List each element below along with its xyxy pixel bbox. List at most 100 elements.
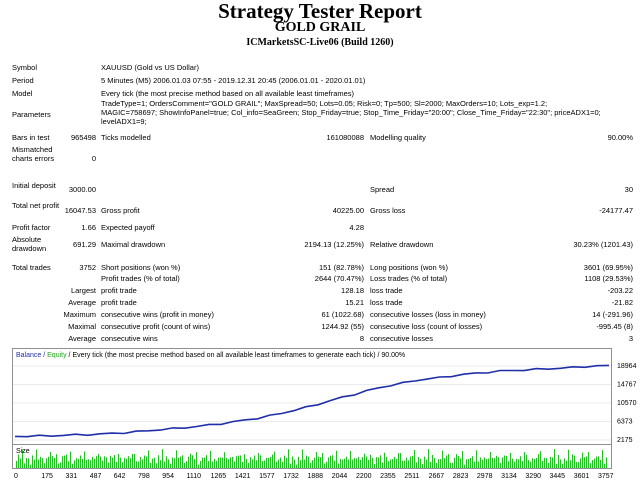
- volume-bar: [454, 457, 455, 468]
- volume-bar: [350, 450, 351, 468]
- volume-bar: [452, 462, 453, 468]
- volume-bar: [430, 461, 431, 468]
- maximal-drawdown-value: 2194.13 (12.25%): [304, 240, 364, 249]
- spread-value: 30: [624, 185, 633, 194]
- volume-bar: [198, 464, 199, 468]
- x-tick-label: 1732: [283, 473, 299, 480]
- volume-bar: [436, 463, 437, 468]
- volume-bar: [366, 456, 367, 468]
- volume-bar: [188, 456, 189, 468]
- total-trades-value: 3752: [79, 263, 96, 272]
- volume-bar: [438, 459, 439, 468]
- volume-bar: [390, 459, 391, 468]
- period-value: 5 Minutes (M5) 2006.01.03 07:55 - 2019.1…: [101, 76, 366, 85]
- volume-bar: [64, 455, 65, 468]
- mismatch-label: Mismatched charts errors: [12, 145, 55, 163]
- x-tick-label: 798: [138, 473, 150, 480]
- volume-bar: [334, 460, 335, 468]
- volume-bar: [200, 460, 201, 468]
- volume-bar: [206, 455, 207, 468]
- average-consecutive-label: Average: [68, 334, 96, 343]
- volume-bar: [90, 460, 91, 468]
- volume-bar: [420, 458, 421, 468]
- volume-bar: [586, 456, 587, 468]
- volume-bar: [326, 461, 327, 468]
- volume-bar: [160, 460, 161, 468]
- volume-bar: [506, 455, 507, 468]
- volume-bar: [134, 453, 135, 468]
- volume-bar: [556, 463, 557, 468]
- volume-bar: [418, 456, 419, 468]
- volume-bar: [42, 458, 43, 468]
- volume-bar: [148, 450, 149, 468]
- volume-bar: [554, 449, 555, 468]
- volume-bar: [492, 457, 493, 468]
- volume-bar: [560, 459, 561, 468]
- volume-bar: [236, 456, 237, 468]
- volume-bar: [382, 462, 383, 468]
- volume-bar: [580, 458, 581, 468]
- spread-label: Spread: [370, 185, 395, 194]
- volume-bar: [374, 463, 375, 468]
- chart-legend: Balance / Equity / Every tick (the most …: [16, 352, 405, 359]
- volume-bar: [176, 450, 177, 468]
- volume-bar: [196, 452, 197, 468]
- short-positions-label: Short positions (won %): [101, 263, 181, 272]
- volume-bar: [222, 457, 223, 468]
- volume-bar: [486, 458, 487, 468]
- volume-bar: [538, 453, 539, 468]
- short-positions-value: 151 (82.78%): [318, 263, 364, 272]
- volume-bar: [344, 458, 345, 468]
- average-loss-label: loss trade: [370, 298, 403, 307]
- legend-model: Every tick (the most precise method base…: [72, 352, 375, 359]
- volume-bar: [306, 455, 307, 468]
- volume-bar: [212, 461, 213, 468]
- volume-bar: [312, 460, 313, 468]
- volume-bar: [234, 461, 235, 468]
- volume-bar: [520, 456, 521, 468]
- x-tick-label: 3290: [525, 473, 541, 480]
- volume-bar: [534, 458, 535, 468]
- volume-bar: [298, 456, 299, 468]
- long-positions-label: Long positions (won %): [370, 263, 448, 272]
- max-consecutive-wins-label: consecutive wins (profit in money): [101, 310, 214, 319]
- volume-bar: [106, 457, 107, 468]
- average-label: Average: [68, 298, 96, 307]
- volume-bar: [356, 458, 357, 468]
- volume-bar: [164, 461, 165, 468]
- volume-bar: [378, 457, 379, 468]
- volume-bar: [386, 457, 387, 468]
- volume-bar: [384, 452, 385, 468]
- volume-bar: [150, 462, 151, 468]
- volume-bar: [268, 457, 269, 468]
- net-profit-label: Total net profit: [12, 201, 60, 210]
- volume-bar: [570, 460, 571, 468]
- volume-bar: [128, 456, 129, 468]
- volume-bar: [254, 455, 255, 468]
- y-axis-svg: 18964 14767 10570 6373 2175: [617, 363, 637, 444]
- volume-bar: [38, 459, 39, 468]
- volume-bar: [108, 462, 109, 468]
- volume-bar: [568, 449, 569, 468]
- volume-bar: [428, 449, 429, 468]
- volume-bar: [308, 456, 309, 468]
- volume-bar: [80, 455, 81, 468]
- x-tick-label: 1577: [259, 473, 275, 480]
- volume-bar: [174, 458, 175, 468]
- x-tick-label: 2978: [477, 473, 493, 480]
- volume-bar: [470, 457, 471, 468]
- deposit-label: Initial deposit: [12, 181, 56, 190]
- volume-bar: [26, 458, 27, 468]
- volume-bar: [76, 458, 77, 468]
- volume-bar: [450, 462, 451, 468]
- volume-bar: [142, 459, 143, 468]
- volume-bar: [396, 458, 397, 468]
- volume-bar: [100, 456, 101, 468]
- volume-bar: [372, 457, 373, 468]
- volume-bar: [154, 457, 155, 468]
- volume-bar: [392, 459, 393, 468]
- volume-bar: [564, 458, 565, 468]
- legend-equity: Equity: [47, 352, 67, 359]
- largest-label: Largest: [70, 286, 96, 295]
- volume-bar: [282, 461, 283, 468]
